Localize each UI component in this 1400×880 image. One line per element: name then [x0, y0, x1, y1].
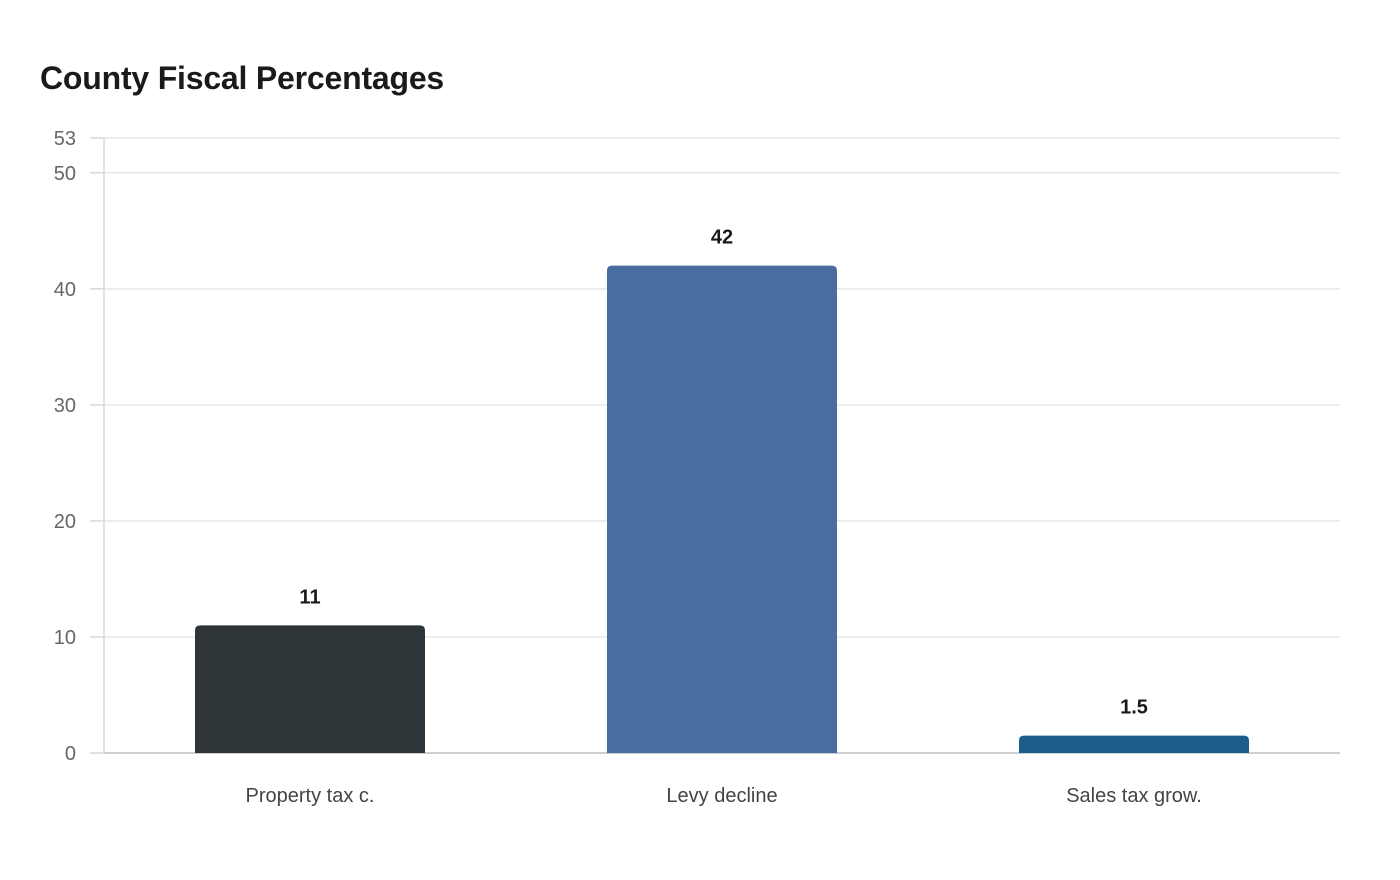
chart-title: County Fiscal Percentages — [40, 60, 445, 96]
x-category-label: Levy decline — [666, 785, 777, 807]
bar-value-label: 42 — [711, 227, 733, 249]
x-category-label: Property tax c. — [246, 785, 375, 807]
bar-value-label: 1.5 — [1120, 697, 1148, 719]
y-tick-label: 10 — [54, 627, 76, 649]
labels: 0 10 20 30 40 50 53 11 Property tax c. 42 Levy dec… — [54, 128, 1202, 807]
y-tick-label: 50 — [54, 163, 76, 185]
y-tick-label: 0 — [65, 743, 76, 765]
y-tick-label: 30 — [54, 395, 76, 417]
bars — [195, 265, 1249, 753]
bar-value-label: 11 — [299, 586, 320, 608]
y-tick-label: 40 — [54, 279, 76, 301]
bar — [1019, 735, 1249, 753]
bar — [607, 265, 837, 753]
bar — [195, 625, 425, 753]
y-tick-label: 53 — [54, 128, 76, 150]
y-tick-label: 20 — [54, 511, 76, 533]
x-category-label: Sales tax grow. — [1066, 785, 1202, 807]
